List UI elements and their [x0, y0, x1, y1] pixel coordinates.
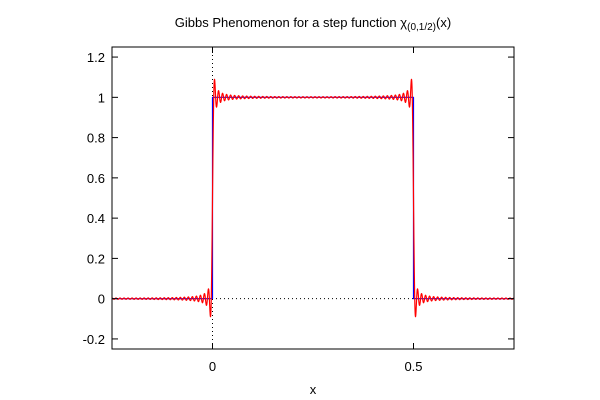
- y-tick-label-1: 0: [98, 292, 105, 307]
- chart-title-suffix: (x): [436, 15, 451, 30]
- x-tick-label-0: 0: [209, 359, 216, 374]
- x-axis-label: x: [310, 382, 317, 397]
- series-line-0: [112, 96, 514, 300]
- y-tick-label-2: 0.2: [87, 251, 105, 266]
- chart-title: Gibbs Phenomenon for a step function χ(0…: [175, 15, 451, 33]
- y-tick-label-7: 1.2: [87, 50, 105, 65]
- chart-title-subscript: (0,1/2): [407, 22, 436, 33]
- plot-frame: [111, 46, 515, 350]
- tick-marks: [112, 47, 514, 349]
- y-tick-label-6: 1: [98, 90, 105, 105]
- y-tick-label-4: 0.6: [87, 171, 105, 186]
- y-tick-label-5: 0.8: [87, 131, 105, 146]
- y-tick-label-3: 0.4: [87, 211, 105, 226]
- series-line-1: [111, 78, 515, 318]
- x-tick-label-1: 0.5: [404, 359, 422, 374]
- series-layer: [111, 78, 515, 318]
- y-tick-label-0: -0.2: [83, 332, 105, 347]
- chart-title-main: Gibbs Phenomenon for a step function χ: [175, 15, 407, 30]
- zero-axes: [112, 47, 514, 349]
